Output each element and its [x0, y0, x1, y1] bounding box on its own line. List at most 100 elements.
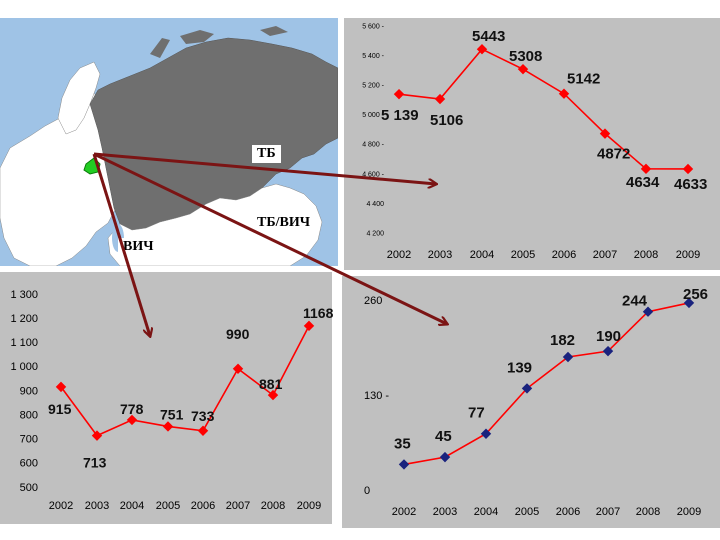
y-tick-label: 500 — [20, 482, 38, 494]
y-tick-label: 5 400 - — [362, 53, 384, 60]
data-point-marker — [398, 459, 410, 470]
tb-label: ТБ — [252, 145, 281, 163]
data-label: 915 — [48, 401, 72, 417]
x-tick-label: 2005 — [156, 500, 180, 512]
data-label: 45 — [435, 428, 452, 445]
series-line — [60, 325, 310, 437]
x-tick-label: 2004 — [120, 500, 144, 512]
data-point-marker — [232, 363, 244, 374]
x-tick-label: 2009 — [677, 506, 701, 518]
data-label: 1168 — [303, 305, 334, 321]
x-tick-label: 2004 — [474, 506, 498, 518]
scandinavia-land — [57, 61, 101, 135]
data-point-marker — [521, 383, 533, 394]
x-tick-label: 2005 — [511, 249, 535, 261]
data-label: 713 — [83, 455, 107, 471]
y-tick-label: 5 200 - — [362, 83, 384, 90]
data-label: 990 — [226, 326, 250, 342]
data-label: 4633 — [674, 176, 707, 193]
y-tick-label: 900 — [20, 385, 38, 397]
data-label: 190 — [596, 328, 621, 345]
x-tick-label: 2003 — [85, 500, 109, 512]
y-tick-label: 800 — [20, 409, 38, 421]
data-label: 733 — [191, 408, 215, 424]
y-tick-label: 1 200 — [10, 313, 38, 325]
y-tick-label: 5 000 - — [362, 112, 384, 119]
data-point-marker — [562, 351, 574, 363]
data-label: 5 139 — [381, 107, 419, 124]
data-point-marker — [682, 163, 694, 175]
x-tick-label: 2002 — [49, 500, 73, 512]
tbhiv-label: ТБ/ВИЧ — [252, 214, 315, 232]
hiv-chart: 1 300 1 200 1 100 1 000 900 800 700 600 500 2002 2… — [10, 289, 334, 512]
data-label: 5106 — [430, 112, 463, 129]
x-tick-label: 2007 — [593, 249, 617, 261]
data-label: 5142 — [567, 71, 600, 88]
data-point-marker — [393, 88, 405, 100]
tbhiv-chart: 260 130 - 0 2002 2003 2004 2005 2006 2007 2008 200… — [364, 286, 708, 518]
data-label: 881 — [259, 376, 283, 392]
hiv-chart-panel: 1 300 1 200 1 100 1 000 900 800 700 600 500 2002 2… — [0, 272, 334, 524]
x-tick-label: 2005 — [515, 506, 539, 518]
x-tick-label: 2008 — [261, 500, 285, 512]
x-tick-label: 2002 — [392, 506, 416, 518]
data-label: 751 — [160, 406, 184, 422]
x-tick-label: 2006 — [552, 249, 576, 261]
y-tick-label: 0 — [364, 485, 370, 497]
x-tick-label: 2006 — [556, 506, 580, 518]
y-tick-label: 4 400 — [366, 201, 384, 208]
x-tick-label: 2007 — [596, 506, 620, 518]
tb-chart: 5 600 - 5 400 - 5 200 - 5 000 - 4 800 - 4 600… — [362, 23, 707, 261]
x-tick-label: 2002 — [387, 249, 411, 261]
data-point-marker — [303, 320, 315, 332]
data-point-marker — [558, 88, 570, 99]
data-label: 244 — [622, 293, 648, 310]
data-label: 182 — [550, 332, 575, 349]
y-tick-label: 5 600 - — [362, 23, 384, 30]
data-label: 4872 — [597, 146, 630, 163]
data-label: 77 — [468, 405, 485, 422]
tbhiv-chart-panel: 260 130 - 0 2002 2003 2004 2005 2006 2007 2008 200… — [342, 276, 720, 528]
x-tick-label: 2007 — [226, 500, 250, 512]
y-tick-label: 700 — [20, 434, 38, 446]
y-tick-label: 1 000 — [10, 361, 38, 373]
data-point-marker — [642, 306, 654, 317]
x-tick-label: 2006 — [191, 500, 215, 512]
x-tick-label: 2008 — [634, 249, 658, 261]
data-point-marker — [197, 425, 209, 436]
x-tick-label: 2003 — [428, 249, 452, 261]
data-point-marker — [599, 128, 611, 139]
data-label: 4634 — [626, 174, 660, 191]
data-point-marker — [640, 163, 652, 175]
data-point-marker — [439, 451, 451, 463]
data-point-marker — [55, 381, 67, 393]
x-tick-label: 2009 — [297, 500, 321, 512]
data-label: 256 — [683, 286, 708, 303]
y-tick-label: 4 600 - — [362, 171, 384, 178]
y-tick-label: 130 - — [364, 390, 389, 402]
y-tick-label: 4 200 — [366, 230, 384, 237]
data-point-marker — [126, 414, 138, 426]
data-label: 5443 — [472, 28, 505, 45]
data-label: 35 — [394, 435, 411, 452]
data-point-marker — [683, 297, 695, 309]
hiv-label: ВИЧ — [118, 238, 159, 256]
data-label: 778 — [120, 401, 144, 417]
data-point-marker — [476, 44, 488, 55]
x-tick-label: 2004 — [470, 249, 494, 261]
data-point-marker — [91, 430, 103, 441]
y-tick-label: 600 — [20, 458, 38, 470]
data-point-marker — [517, 63, 529, 75]
data-label: 5308 — [509, 48, 542, 65]
data-point-marker — [267, 389, 279, 401]
data-label: 139 — [507, 359, 532, 376]
y-tick-label: 1 300 — [10, 289, 38, 301]
data-point-marker — [434, 93, 446, 105]
x-tick-label: 2003 — [433, 506, 457, 518]
x-tick-label: 2008 — [636, 506, 660, 518]
data-point-marker — [162, 421, 174, 432]
y-tick-label: 260 — [364, 295, 382, 307]
tb-chart-panel: 5 600 - 5 400 - 5 200 - 5 000 - 4 800 - 4 600… — [344, 18, 720, 270]
series-line — [403, 302, 690, 466]
data-point-marker — [480, 428, 492, 439]
